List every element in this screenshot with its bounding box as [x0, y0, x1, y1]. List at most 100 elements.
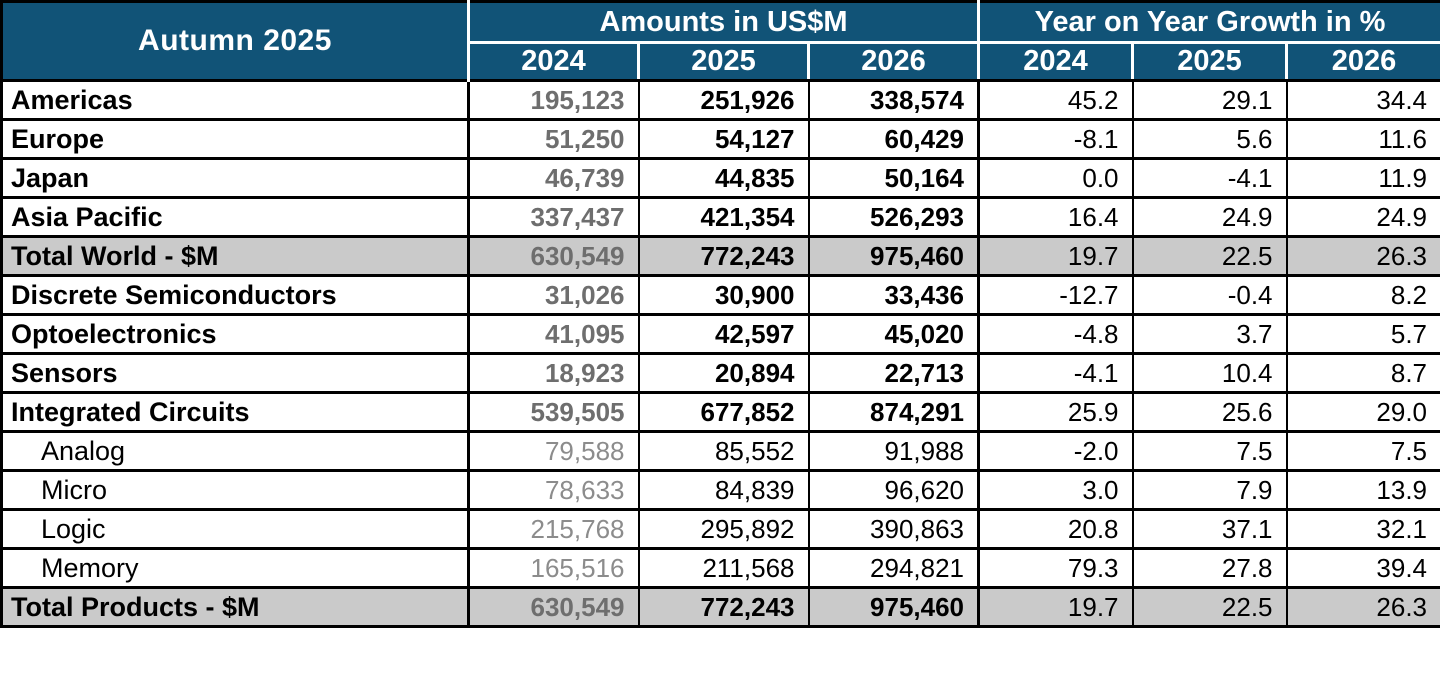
growth-2025-cell: 5.6: [1131, 118, 1287, 159]
row-label: Asia Pacific: [1, 196, 469, 237]
amount-2026-cell: 22,713: [807, 352, 979, 393]
growth-2025-cell: 7.5: [1131, 430, 1287, 471]
row-label: Integrated Circuits: [1, 391, 469, 432]
amount-2026-cell: 874,291: [807, 391, 979, 432]
amount-2026-cell: 33,436: [807, 274, 979, 315]
row-label: Analog: [1, 430, 469, 471]
amounts-year-2025-header: 2025: [637, 42, 809, 82]
growth-2025-cell: -4.1: [1131, 157, 1287, 198]
amount-2025-cell: 44,835: [637, 157, 809, 198]
table-row-micro: Micro 78,633 84,839 96,620 3.0 7.9 13.9: [1, 469, 1440, 510]
growth-year-2024-header: 2024: [977, 42, 1133, 82]
amount-2024-cell: 78,633: [467, 469, 639, 510]
growth-2024-cell: 45.2: [977, 79, 1133, 120]
growth-2024-cell: 19.7: [977, 235, 1133, 276]
amounts-year-2024-header: 2024: [467, 42, 639, 82]
amount-2026-cell: 338,574: [807, 79, 979, 120]
amount-2024-cell: 51,250: [467, 118, 639, 159]
row-label: Micro: [1, 469, 469, 510]
row-label: Americas: [1, 79, 469, 120]
growth-2025-cell: 10.4: [1131, 352, 1287, 393]
amount-2025-cell: 251,926: [637, 79, 809, 120]
row-label: Japan: [1, 157, 469, 198]
growth-2025-cell: 27.8: [1131, 547, 1287, 588]
group-header-row: Autumn 2025 Amounts in US$M Year on Year…: [1, 1, 1440, 81]
amount-2025-cell: 677,852: [637, 391, 809, 432]
growth-2025-cell: 37.1: [1131, 508, 1287, 549]
amounts-group-header: Amounts in US$M: [468, 1, 979, 44]
table-row-americas: Americas 195,123 251,926 338,574 45.2 29.1 34.…: [1, 79, 1440, 120]
amount-2025-cell: 84,839: [637, 469, 809, 510]
growth-2026-cell: 8.2: [1285, 274, 1440, 315]
amount-2026-cell: 50,164: [807, 157, 979, 198]
row-label: Total Products - $M: [1, 586, 469, 627]
amount-2025-cell: 772,243: [637, 586, 809, 627]
amount-2026-cell: 390,863: [807, 508, 979, 549]
growth-2026-cell: 26.3: [1285, 586, 1440, 627]
amount-2026-cell: 60,429: [807, 118, 979, 159]
table-header: Autumn 2025 Amounts in US$M Year on Year…: [1, 1, 1440, 82]
growth-2024-cell: -8.1: [977, 118, 1133, 159]
table-row-optoelectronics: Optoelectronics 41,095 42,597 45,020 -4.8 3.7…: [1, 313, 1440, 354]
growth-2026-cell: 24.9: [1285, 196, 1440, 237]
growth-2025-cell: 29.1: [1131, 79, 1287, 120]
amount-2024-cell: 79,588: [467, 430, 639, 471]
row-label: Europe: [1, 118, 469, 159]
table-row-asia-pacific: Asia Pacific 337,437 421,354 526,293 16.4 24.…: [1, 196, 1440, 237]
growth-2025-cell: 22.5: [1131, 586, 1287, 627]
amount-2025-cell: 30,900: [637, 274, 809, 315]
table-body: Americas 195,123 251,926 338,574 45.2 29.1 34.…: [1, 79, 1440, 627]
amount-2025-cell: 85,552: [637, 430, 809, 471]
amount-2024-cell: 215,768: [467, 508, 639, 549]
amount-2024-cell: 195,123: [467, 79, 639, 120]
amount-2026-cell: 975,460: [807, 235, 979, 276]
year-header-row: 2024 2025 2026 2024 2025 2026: [2, 42, 1440, 82]
amount-2026-cell: 45,020: [807, 313, 979, 354]
growth-2026-cell: 11.6: [1285, 118, 1440, 159]
row-label: Memory: [1, 547, 469, 588]
row-label: Logic: [1, 508, 469, 549]
growth-2024-cell: -4.1: [977, 352, 1133, 393]
amount-2025-cell: 295,892: [637, 508, 809, 549]
row-label: Sensors: [1, 352, 469, 393]
amount-2025-cell: 42,597: [637, 313, 809, 354]
amount-2024-cell: 41,095: [467, 313, 639, 354]
table-row-total-world-m: Total World - $M 630,549 772,243 975,460 19.…: [1, 235, 1440, 276]
growth-2024-cell: -12.7: [977, 274, 1133, 315]
row-label: Optoelectronics: [1, 313, 469, 354]
growth-2026-cell: 7.5: [1285, 430, 1440, 471]
amount-2024-cell: 337,437: [467, 196, 639, 237]
growth-2026-cell: 34.4: [1285, 79, 1440, 120]
amount-2024-cell: 18,923: [467, 352, 639, 393]
amount-2024-cell: 46,739: [467, 157, 639, 198]
growth-2024-cell: 0.0: [977, 157, 1133, 198]
table-row-sensors: Sensors 18,923 20,894 22,713 -4.1 10.4 8.7: [1, 352, 1440, 393]
table-row-analog: Analog 79,588 85,552 91,988 -2.0 7.5 7.5: [1, 430, 1440, 471]
amount-2024-cell: 165,516: [467, 547, 639, 588]
amount-2024-cell: 630,549: [467, 235, 639, 276]
growth-year-2025-header: 2025: [1131, 42, 1287, 82]
table-row-discrete-semiconductors: Discrete Semiconductors 31,026 30,900 33,43…: [1, 274, 1440, 315]
amount-2026-cell: 526,293: [807, 196, 979, 237]
growth-2024-cell: -4.8: [977, 313, 1133, 354]
growth-2026-cell: 29.0: [1285, 391, 1440, 432]
growth-2024-cell: 19.7: [977, 586, 1133, 627]
growth-2026-cell: 5.7: [1285, 313, 1440, 354]
table-row-logic: Logic 215,768 295,892 390,863 20.8 37.1 32.1: [1, 508, 1440, 549]
growth-2026-cell: 11.9: [1285, 157, 1440, 198]
amount-2024-cell: 630,549: [467, 586, 639, 627]
growth-2026-cell: 13.9: [1285, 469, 1440, 510]
growth-year-2026-header: 2026: [1285, 42, 1440, 82]
growth-2024-cell: -2.0: [977, 430, 1133, 471]
table-row-europe: Europe 51,250 54,127 60,429 -8.1 5.6 11.6: [1, 118, 1440, 159]
table-row-japan: Japan 46,739 44,835 50,164 0.0 -4.1 11.9: [1, 157, 1440, 198]
growth-2026-cell: 32.1: [1285, 508, 1440, 549]
growth-2025-cell: 22.5: [1131, 235, 1287, 276]
growth-2026-cell: 39.4: [1285, 547, 1440, 588]
growth-2024-cell: 25.9: [977, 391, 1133, 432]
amount-2026-cell: 96,620: [807, 469, 979, 510]
amount-2026-cell: 91,988: [807, 430, 979, 471]
growth-2026-cell: 8.7: [1285, 352, 1440, 393]
growth-2026-cell: 26.3: [1285, 235, 1440, 276]
table-row-total-products-m: Total Products - $M 630,549 772,243 975,460…: [1, 586, 1440, 627]
